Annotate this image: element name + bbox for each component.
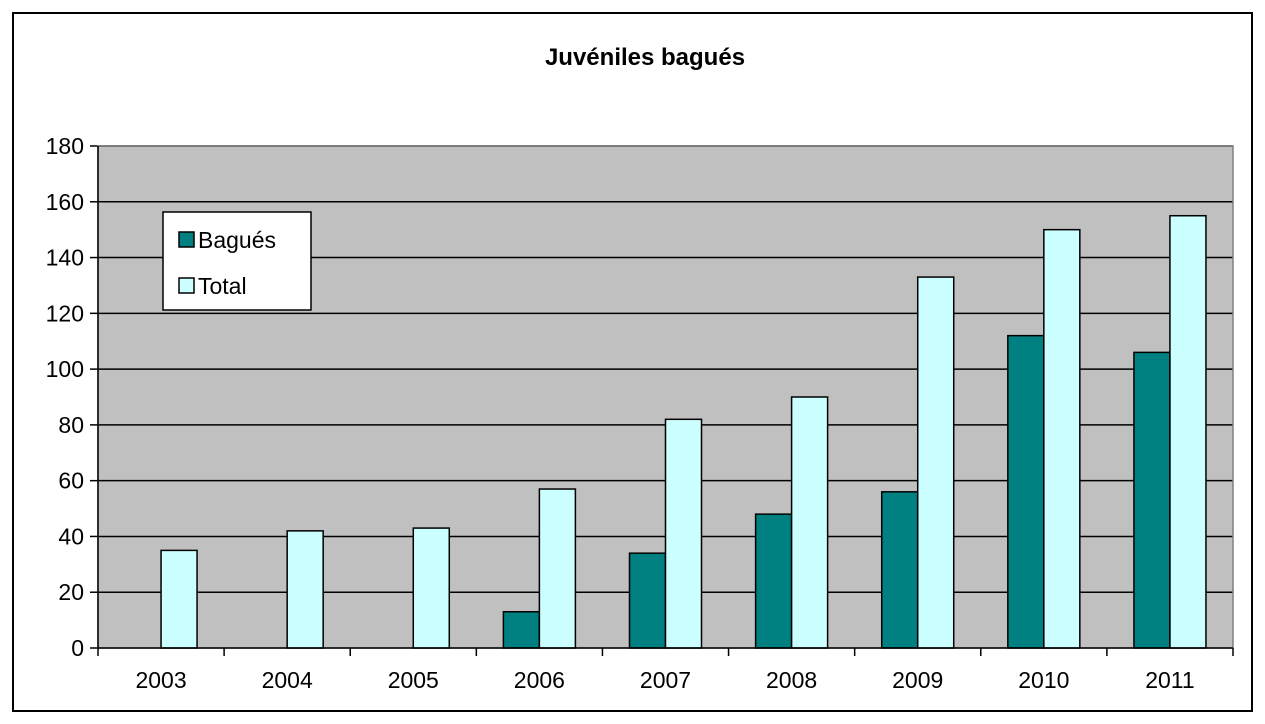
x-tick-label: 2007	[640, 667, 691, 693]
bar-bagués-2010	[1007, 334, 1045, 649]
x-tick-label: 2003	[135, 667, 186, 693]
bar-bagués-2006	[502, 610, 541, 649]
bar-bagués-2011	[1133, 351, 1171, 649]
x-tick-label: 2004	[262, 667, 313, 693]
legend: Bagués Total	[162, 211, 312, 311]
legend-swatch-bagués	[178, 231, 195, 248]
y-tick-label: 160	[46, 189, 84, 215]
bar-bagués-2008	[754, 513, 793, 649]
x-tick-label: 2009	[892, 667, 943, 693]
bar-total-2004	[286, 530, 324, 649]
y-tick-label: 140	[46, 245, 84, 271]
bar-bagués-2007	[628, 552, 667, 649]
chart-frame: Juvéniles bagués 0 20 40 60 80 100 120 140 160 18…	[12, 12, 1253, 712]
y-tick-label: 20	[58, 579, 84, 605]
y-tick-label: 80	[58, 412, 84, 438]
bar-total-2009	[916, 276, 955, 649]
bar-total-2011	[1169, 214, 1207, 649]
x-tick-label: 2008	[766, 667, 817, 693]
x-tick-label: 2010	[1018, 667, 1069, 693]
bar-total-2005	[412, 527, 451, 649]
chart-title: Juvéniles bagués	[545, 44, 745, 71]
y-tick-label: 180	[46, 133, 84, 159]
y-tick-label: 40	[58, 523, 84, 549]
bar-total-2006	[538, 488, 577, 649]
legend-swatch-total	[178, 277, 195, 294]
chart-svg: Juvéniles bagués 0 20 40 60 80 100 120 140 160 18…	[46, 44, 1234, 693]
bar-bagués-2009	[880, 491, 919, 649]
y-tick-label: 0	[71, 635, 84, 661]
y-tick-label: 100	[46, 356, 84, 382]
y-tick-label: 60	[58, 468, 84, 494]
x-tick-label: 2006	[514, 667, 565, 693]
y-tick-label: 120	[46, 300, 84, 326]
x-tick-label: 2005	[388, 667, 439, 693]
bar-total-2008	[790, 396, 829, 649]
x-tick-label: 2011	[1145, 667, 1194, 693]
bar-total-2010	[1043, 228, 1081, 649]
plot-area: 0 20 40 60 80 100 120 140 160 180 2003 2004 2005 2006…	[46, 133, 1234, 693]
bar-total-2003	[160, 549, 198, 649]
legend-label-bagués: Bagués	[198, 227, 276, 253]
legend-label-total: Total	[198, 273, 247, 299]
bar-total-2007	[664, 418, 703, 649]
